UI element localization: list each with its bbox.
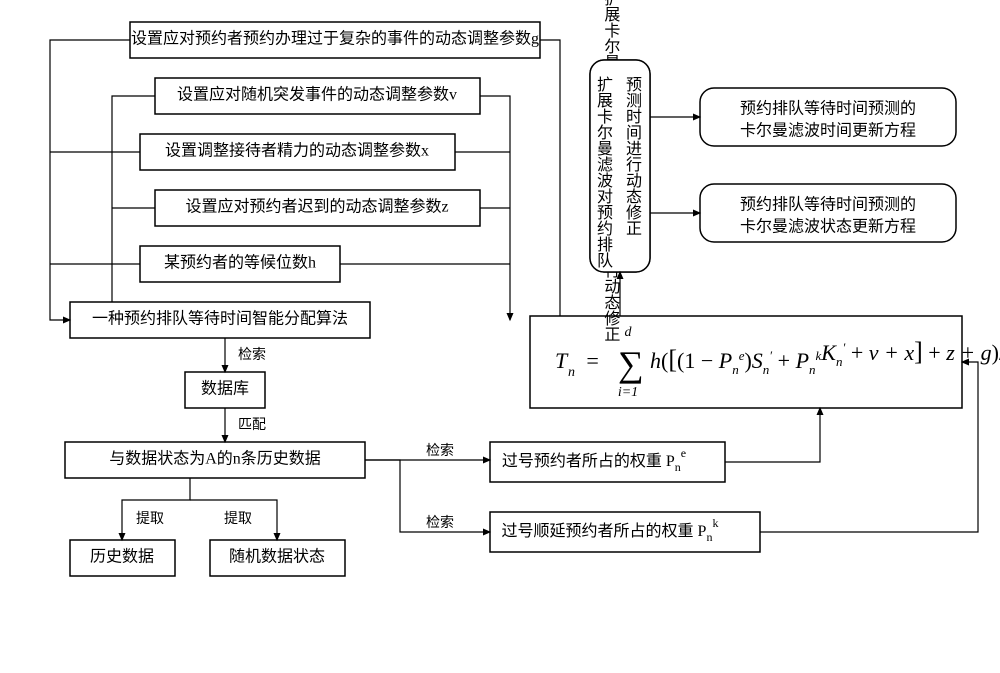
kalman-col2: 预测时间进行动态修正 bbox=[626, 76, 642, 238]
time-update-line2: 卡尔曼滤波时间更新方程 bbox=[740, 122, 916, 140]
kalman-col1: 扩展卡尔曼滤波对预约排队 bbox=[597, 76, 613, 270]
edge-extract-1: 提取 bbox=[136, 511, 164, 527]
param-g-label: 设置应对预约者预约办理过于复杂的事件的动态调整参数g bbox=[131, 29, 539, 48]
state-update-line1: 预约排队等待时间预测的 bbox=[740, 196, 916, 214]
svg-text:T: T bbox=[555, 348, 569, 373]
param-h-label: 某预约者的等候位数h bbox=[164, 254, 316, 272]
param-x-label: 设置调整接待者精力的动态调整参数x bbox=[165, 142, 429, 160]
state-update-line2: 卡尔曼滤波状态更新方程 bbox=[740, 218, 916, 236]
param-z-label: 设置应对预约者迟到的动态调整参数z bbox=[185, 197, 448, 216]
svg-text:n: n bbox=[568, 365, 575, 380]
edge-extract-2: 提取 bbox=[224, 511, 252, 527]
svg-text:=: = bbox=[585, 348, 600, 373]
historical-data-label: 历史数据 bbox=[90, 548, 154, 566]
edge-search-3: 检索 bbox=[426, 514, 454, 531]
svg-text:d: d bbox=[625, 325, 633, 340]
svg-text:i=1: i=1 bbox=[618, 385, 638, 400]
edge-search-1: 检索 bbox=[238, 346, 266, 363]
param-v-label: 设置应对随机突发事件的动态调整参数v bbox=[177, 85, 457, 104]
time-update-line1: 预约排队等待时间预测的 bbox=[740, 100, 916, 118]
edge-match: 匹配 bbox=[238, 418, 266, 433]
history-label: 与数据状态为A的n条历史数据 bbox=[109, 450, 321, 468]
database-label: 数据库 bbox=[201, 380, 249, 398]
random-data-label: 随机数据状态 bbox=[229, 548, 325, 566]
svg-text:∑: ∑ bbox=[618, 344, 644, 384]
edge-search-2: 检索 bbox=[426, 442, 454, 459]
algorithm-label: 一种预约排队等待时间智能分配算法 bbox=[92, 309, 348, 328]
